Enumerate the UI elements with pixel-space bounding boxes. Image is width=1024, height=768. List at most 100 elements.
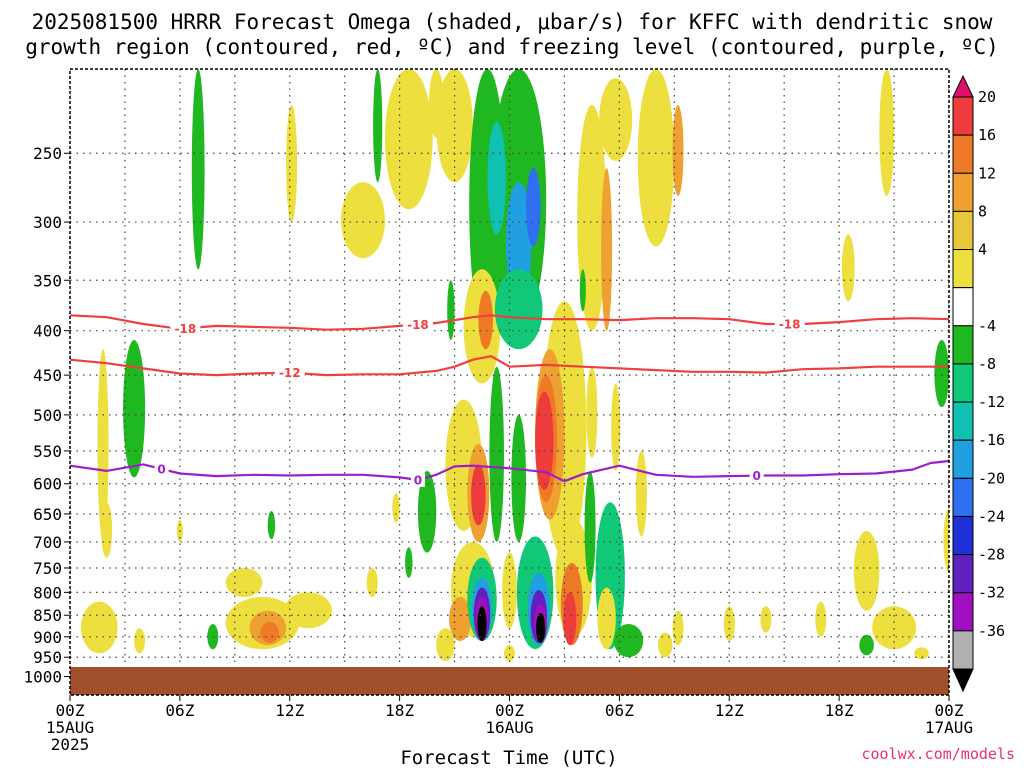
y-tick-label: 350 bbox=[33, 271, 62, 290]
omega-patch bbox=[943, 508, 949, 573]
contour-label-bg bbox=[170, 321, 201, 336]
omega-patch bbox=[429, 69, 444, 138]
omega-patch bbox=[934, 340, 949, 408]
colorbar-box bbox=[952, 592, 974, 632]
omega-patch bbox=[385, 69, 433, 210]
x-tick-label: 15AUG bbox=[46, 718, 94, 737]
colorbar-box bbox=[952, 134, 974, 174]
omega-patch bbox=[449, 597, 472, 641]
colorbar-bottom-triangle bbox=[952, 668, 974, 693]
contour-label-bg bbox=[774, 317, 805, 332]
chart-title-line-1: 2025081500 HRRR Forecast Omega (shaded, … bbox=[32, 10, 993, 34]
omega-patch bbox=[286, 105, 298, 222]
omega-patch bbox=[760, 606, 772, 633]
colorbar-label: -24 bbox=[978, 508, 1005, 526]
x-tick-label: 17AUG bbox=[925, 718, 973, 737]
colorbar-box bbox=[952, 554, 974, 594]
colorbar-box bbox=[952, 363, 974, 403]
omega-patch bbox=[611, 383, 621, 472]
colorbar-label: -28 bbox=[978, 546, 1005, 564]
omega-patch bbox=[599, 78, 633, 161]
x-tick-label: 00Z bbox=[495, 701, 524, 720]
omega-patch bbox=[478, 290, 494, 350]
omega-patch bbox=[341, 182, 385, 259]
y-tick-label: 500 bbox=[33, 406, 62, 425]
omega-patch bbox=[579, 269, 586, 312]
y-tick-label: 450 bbox=[33, 366, 62, 385]
omega-patch bbox=[841, 234, 855, 302]
colorbar-box bbox=[952, 401, 974, 441]
colorbar-label: -20 bbox=[978, 469, 1005, 487]
omega-patch bbox=[494, 269, 543, 350]
contour-label-bg bbox=[274, 365, 305, 380]
omega-patch bbox=[191, 69, 205, 270]
plot-frame bbox=[69, 68, 950, 696]
colorbar-box bbox=[952, 325, 974, 365]
contour-label: -12 bbox=[279, 366, 301, 380]
colorbar-label: -4 bbox=[978, 317, 996, 335]
colorbar-label: 8 bbox=[978, 202, 987, 220]
y-tick-label: 750 bbox=[33, 559, 62, 578]
plot-area: -18 -18 -18 -12 0 0 0 bbox=[69, 68, 950, 696]
colorbar-box bbox=[952, 287, 974, 327]
omega-patch bbox=[853, 531, 880, 611]
x-tick-label: 16AUG bbox=[485, 718, 533, 737]
colorbar-label: -16 bbox=[978, 431, 1005, 449]
omega-patch bbox=[489, 366, 505, 542]
y-tick-label: 1000 bbox=[23, 668, 62, 687]
colorbar-label: 20 bbox=[978, 88, 996, 106]
omega-patch bbox=[584, 471, 596, 583]
omega-patch bbox=[134, 628, 146, 654]
colorbar: 20 16 12 8 4 -4 -8 -12 -16 -20 -24 -28 -32 -36 bbox=[952, 74, 1005, 693]
omega-patch bbox=[586, 366, 598, 458]
chart-title-line-2: growth region (contoured, red, ºC) and f… bbox=[25, 35, 999, 59]
colorbar-label: -12 bbox=[978, 393, 1005, 411]
omega-patch bbox=[635, 450, 647, 537]
x-tick-label: 06Z bbox=[165, 701, 194, 720]
contour-label: 0 bbox=[157, 462, 165, 476]
colorbar-label: -36 bbox=[978, 622, 1005, 640]
omega-patch bbox=[487, 121, 506, 235]
omega-patch bbox=[207, 624, 219, 650]
omega-patch bbox=[447, 280, 455, 340]
temperature-contours: -18 -18 -18 -12 0 0 0 bbox=[70, 314, 949, 487]
omega-patch bbox=[267, 510, 276, 540]
ground-rect bbox=[70, 667, 949, 695]
contour-line-0 bbox=[70, 459, 949, 483]
omega-patch bbox=[511, 414, 526, 542]
x-tick-label: 18Z bbox=[385, 701, 414, 720]
y-tick-label: 800 bbox=[33, 583, 62, 602]
omega-patch bbox=[81, 601, 118, 654]
x-tick-label: 06Z bbox=[605, 701, 634, 720]
y-tick-label: 650 bbox=[33, 505, 62, 524]
ground-surface bbox=[70, 667, 949, 695]
omega-patch bbox=[123, 340, 146, 478]
x-tick-label: 12Z bbox=[715, 701, 744, 720]
omega-patch bbox=[914, 647, 929, 660]
omega-patch bbox=[260, 621, 279, 644]
colorbar-label: 12 bbox=[978, 164, 996, 182]
colorbar-box bbox=[952, 210, 974, 251]
omega-patch bbox=[657, 632, 673, 658]
colorbar-label: -32 bbox=[978, 584, 1005, 602]
contour-label-bg bbox=[749, 468, 764, 483]
contour-label: -18 bbox=[175, 322, 197, 336]
contour-label-bg bbox=[410, 472, 425, 487]
omega-patch bbox=[536, 613, 546, 643]
omega-patch bbox=[563, 592, 577, 646]
contour-label: -18 bbox=[407, 318, 429, 332]
omega-patch bbox=[613, 624, 644, 658]
credit-text: coolwx.com/models bbox=[861, 745, 1015, 763]
omega-patch bbox=[526, 168, 541, 247]
omega-patch bbox=[436, 69, 473, 183]
pressure-axis: 250 300 350 400 450 500 550 600 650 700 750 800 850 9… bbox=[23, 144, 70, 687]
y-tick-label: 700 bbox=[33, 533, 62, 552]
omega-patch bbox=[597, 587, 616, 650]
contour-label-bg bbox=[402, 317, 433, 332]
x-axis-label: Forecast Time (UTC) bbox=[400, 747, 617, 768]
omega-patch bbox=[601, 168, 613, 331]
x-tick-label: 2025 bbox=[51, 735, 90, 754]
y-tick-label: 550 bbox=[33, 442, 62, 461]
